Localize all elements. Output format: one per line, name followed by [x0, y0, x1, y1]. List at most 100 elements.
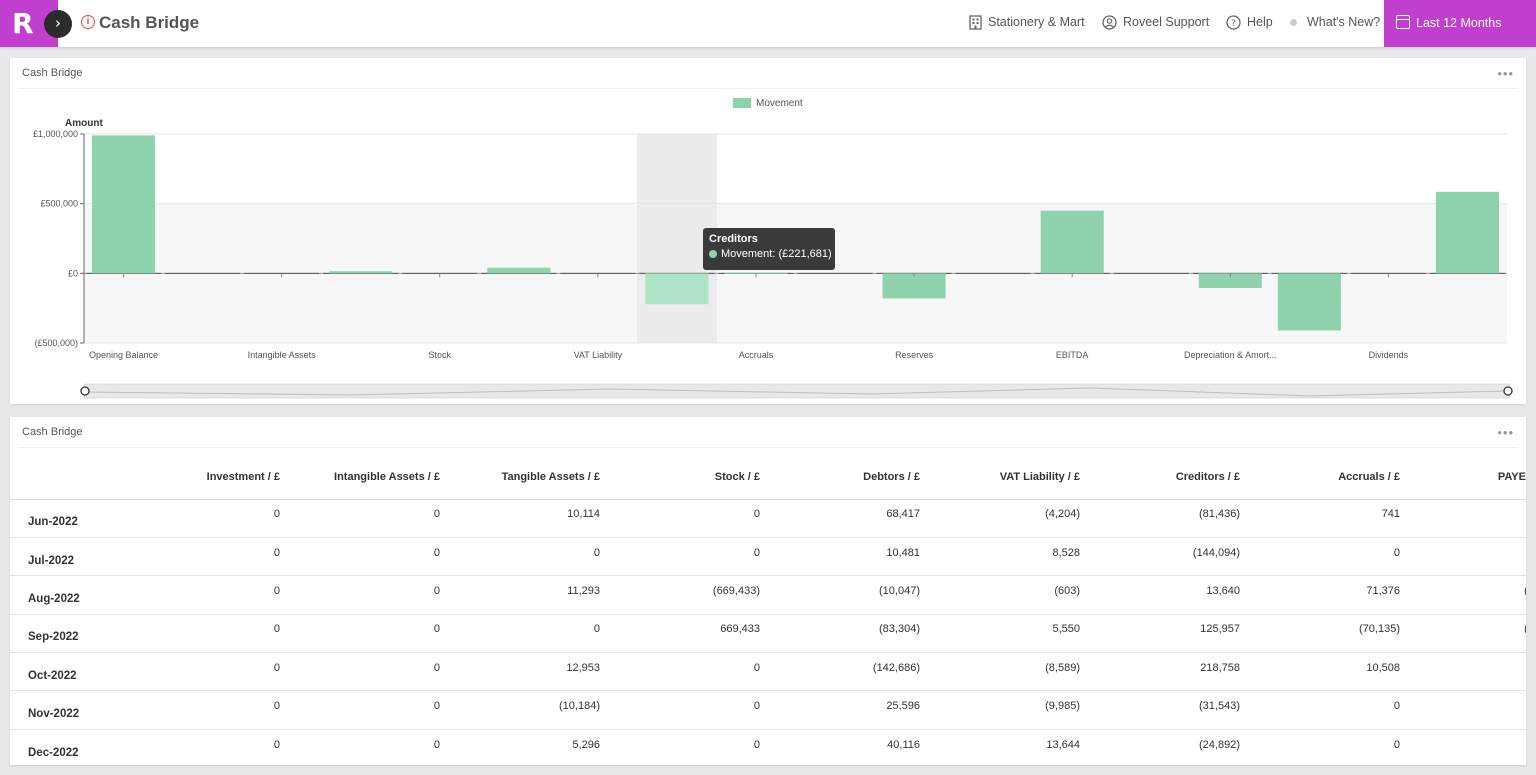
table-cell: (10,047): [770, 575, 930, 615]
support-label: Roveel Support: [1123, 15, 1210, 29]
bar: [724, 272, 788, 274]
table-row: Aug-2022 0 0 11,293 (669,433) (10,047) (603) 13…: [10, 575, 1526, 615]
table-cell: 11,293: [450, 575, 610, 615]
y-tick-label: £1,000,000: [33, 129, 78, 139]
cash-bridge-table: Investment / £ Intangible Assets / £ Tangi…: [10, 455, 1526, 765]
help-label: Help: [1247, 15, 1273, 29]
table-cell: 0: [290, 652, 450, 692]
plot-band: [84, 134, 1507, 204]
table-cell: 0: [1250, 537, 1410, 577]
page-title: Cash Bridge: [99, 13, 200, 32]
user-circle-icon: [1102, 15, 1117, 30]
column-header-period[interactable]: [10, 455, 130, 500]
chevron-right-icon[interactable]: ›: [44, 10, 72, 38]
divider: [18, 88, 1518, 89]
column-header[interactable]: PAYE/NI: [1410, 455, 1526, 500]
table-header-row: Investment / £ Intangible Assets / £ Tangi…: [10, 455, 1526, 500]
svg-text:?: ?: [1231, 19, 1236, 29]
table-cell: 0: [290, 499, 450, 538]
column-header[interactable]: Debtors / £: [770, 455, 930, 500]
y-axis-label: Amount: [65, 118, 103, 129]
column-header[interactable]: Stock / £: [610, 455, 770, 500]
row-period-label: Sep-2022: [10, 614, 130, 654]
range-handle-left[interactable]: [80, 386, 90, 396]
x-tick-label: VAT Liability: [574, 350, 623, 360]
bar: [1435, 191, 1499, 274]
table-panel: Cash Bridge ••• Investment / £ Intangible…: [10, 417, 1526, 765]
row-period-label: Aug-2022: [10, 575, 130, 615]
y-tick-label: £0: [68, 268, 78, 278]
table-panel-menu[interactable]: •••: [1497, 425, 1514, 440]
table-cell: 12,953: [450, 652, 610, 692]
whats-new-link[interactable]: What's New?: [1290, 15, 1380, 29]
table-cell: 40,116: [770, 729, 930, 765]
table-cell: 0: [290, 575, 450, 615]
divider: [18, 447, 1518, 448]
table-row: Oct-2022 0 0 12,953 0 (142,686) (8,589) 218,758…: [10, 652, 1526, 692]
cash-bridge-chart[interactable]: Movement £1,000,000 £500,000 £0 (£500,000) Am…: [10, 58, 1526, 404]
column-header[interactable]: Intangible Assets / £: [290, 455, 450, 500]
tooltip-text: Movement: (£221,681): [721, 248, 832, 260]
table-cell: 8,528: [930, 537, 1090, 577]
table-cell: 0: [1250, 729, 1410, 765]
table-cell: 0: [130, 575, 290, 615]
table-cell: 0: [290, 729, 450, 765]
column-header[interactable]: Accruals / £: [1250, 455, 1410, 500]
x-tick-label: Stock: [428, 350, 451, 360]
table-cell: 0: [130, 614, 290, 654]
table-row: Jul-2022 0 0 0 0 10,481 8,528 (144,094) 0: [10, 537, 1526, 577]
building-icon: [969, 15, 982, 30]
table-cell: 24: [1410, 652, 1526, 692]
bar: [1198, 273, 1262, 288]
chart-panel-menu[interactable]: •••: [1497, 66, 1514, 81]
table-cell: 0: [130, 652, 290, 692]
column-header[interactable]: Creditors / £: [1090, 455, 1250, 500]
table-cell: 1: [1410, 690, 1526, 730]
row-period-label: Dec-2022: [10, 729, 130, 765]
help-link[interactable]: ? Help: [1226, 15, 1273, 30]
table-cell: 5,550: [930, 614, 1090, 654]
y-tick-label: (£500,000): [34, 338, 78, 348]
support-link[interactable]: Roveel Support: [1102, 15, 1209, 30]
period-selector[interactable]: Last 12 Months: [1384, 0, 1536, 47]
navigator-series: [83, 387, 1508, 397]
table-cell: 0: [1250, 690, 1410, 730]
table-cell: 5,296: [450, 729, 610, 765]
table-row: Sep-2022 0 0 0 669,433 (83,304) 5,550 125,957 (7…: [10, 614, 1526, 654]
row-period-label: Nov-2022: [10, 690, 130, 730]
table-cell: (10,184): [450, 690, 610, 730]
range-handle-right[interactable]: [1503, 386, 1513, 396]
legend-label: Movement: [756, 98, 803, 109]
period-label: Last 12 Months: [1416, 16, 1502, 30]
table-cell: 0: [450, 614, 610, 654]
chart-panel-title: Cash Bridge: [22, 67, 83, 79]
x-tick-label: Intangible Assets: [248, 350, 317, 360]
table-cell: (70,135): [1250, 614, 1410, 654]
column-header[interactable]: Investment / £: [130, 455, 290, 500]
table-cell: (19: [1410, 614, 1526, 654]
column-header[interactable]: VAT Liability / £: [930, 455, 1090, 500]
bar: [329, 271, 393, 274]
column-header[interactable]: Tangible Assets / £: [450, 455, 610, 500]
x-tick-label: Depreciation & Amort...: [1184, 350, 1277, 360]
table-cell: (24,892): [1090, 729, 1250, 765]
table-cell: (9,985): [930, 690, 1090, 730]
info-icon[interactable]: i: [81, 15, 95, 29]
table-cell: 125,957: [1090, 614, 1250, 654]
table-cell: (10: [1410, 575, 1526, 615]
table-cell: 0: [450, 537, 610, 577]
logo-letter: R: [12, 7, 34, 40]
x-tick-label: Opening Balance: [89, 350, 158, 360]
table-cell: 0: [290, 537, 450, 577]
row-period-label: Jul-2022: [10, 537, 130, 577]
table-cell: 0: [130, 499, 290, 538]
table-cell: (83,304): [770, 614, 930, 654]
tooltip-title: Creditors: [709, 233, 758, 245]
table-cell: 13,644: [930, 729, 1090, 765]
company-selector[interactable]: Stationery & Mart: [969, 15, 1085, 30]
legend-swatch: [733, 98, 751, 108]
table-cell: 0: [130, 537, 290, 577]
table-cell: (669,433): [610, 575, 770, 615]
table-cell: [1410, 537, 1526, 577]
